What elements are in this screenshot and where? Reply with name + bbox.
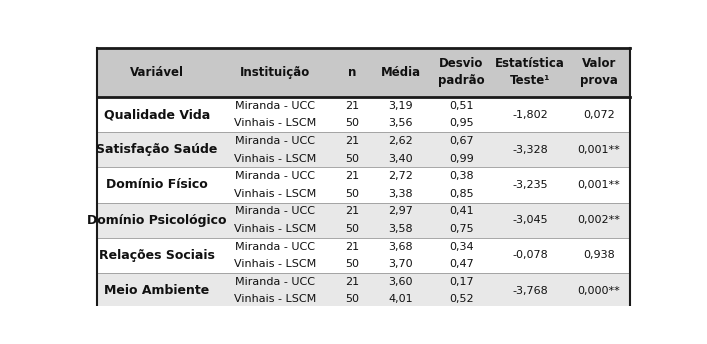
Text: n: n [348,66,356,79]
Text: -3,328: -3,328 [512,145,548,155]
Text: 0,51: 0,51 [449,101,474,111]
Bar [97,168,630,203]
Text: Miranda - UCC: Miranda - UCC [235,136,315,146]
Text: 50: 50 [345,294,358,304]
Text: 3,56: 3,56 [389,118,413,128]
Text: 50: 50 [345,224,358,234]
Text: 3,38: 3,38 [388,189,413,199]
Text: Média: Média [380,66,421,79]
Text: Vinhais - LSCM: Vinhais - LSCM [234,259,316,269]
Text: 3,68: 3,68 [388,241,413,251]
Text: 0,001**: 0,001** [578,145,620,155]
Text: Miranda - UCC: Miranda - UCC [235,171,315,181]
Text: Qualidade Vida: Qualidade Vida [104,108,210,121]
Text: Satisfação Saúde: Satisfação Saúde [96,143,218,156]
Text: 0,072: 0,072 [583,109,614,119]
Text: 4,01: 4,01 [388,294,413,304]
Text: Vinhais - LSCM: Vinhais - LSCM [234,224,316,234]
Text: 0,34: 0,34 [449,241,474,251]
Text: Miranda - UCC: Miranda - UCC [235,241,315,251]
Text: 21: 21 [344,136,358,146]
Text: Desvio
padrão: Desvio padrão [438,57,484,87]
Text: 50: 50 [345,118,358,128]
Text: Miranda - UCC: Miranda - UCC [235,101,315,111]
Text: 50: 50 [345,189,358,199]
Bar [97,203,630,238]
Text: 0,99: 0,99 [449,153,474,163]
Text: -3,045: -3,045 [512,215,548,225]
Text: 0,47: 0,47 [449,259,474,269]
Text: 0,001**: 0,001** [578,180,620,190]
Text: -1,802: -1,802 [512,109,548,119]
Text: 3,58: 3,58 [388,224,413,234]
Text: Vinhais - LSCM: Vinhais - LSCM [234,294,316,304]
Text: 0,75: 0,75 [449,224,474,234]
Text: 21: 21 [344,171,358,181]
Bar [97,238,630,273]
Text: Meio Ambiente: Meio Ambiente [105,284,210,297]
Text: 21: 21 [344,101,358,111]
Text: Vinhais - LSCM: Vinhais - LSCM [234,153,316,163]
Text: Vinhais - LSCM: Vinhais - LSCM [234,189,316,199]
Bar [97,97,630,132]
Text: 2,62: 2,62 [388,136,413,146]
Text: 0,17: 0,17 [449,277,474,287]
Text: -3,768: -3,768 [512,286,548,295]
Text: 50: 50 [345,153,358,163]
Text: 0,000**: 0,000** [578,286,620,295]
Text: Miranda - UCC: Miranda - UCC [235,277,315,287]
Text: Domínio Físico: Domínio Físico [106,179,208,192]
Bar [97,132,630,168]
Text: -3,235: -3,235 [512,180,548,190]
Text: Estatística
Teste¹: Estatística Teste¹ [495,57,565,87]
Text: 2,97: 2,97 [388,206,413,216]
Text: -0,078: -0,078 [512,250,548,260]
Bar [97,273,630,308]
Text: 0,52: 0,52 [449,294,474,304]
Text: 0,85: 0,85 [449,189,474,199]
Text: 2,72: 2,72 [388,171,413,181]
Text: Domínio Psicológico: Domínio Psicológico [88,214,227,227]
Text: 21: 21 [344,241,358,251]
Text: 0,002**: 0,002** [577,215,620,225]
Text: 0,938: 0,938 [583,250,614,260]
Text: 0,41: 0,41 [449,206,474,216]
Text: 21: 21 [344,206,358,216]
Text: 0,67: 0,67 [449,136,474,146]
Text: 0,38: 0,38 [449,171,474,181]
Text: 21: 21 [344,277,358,287]
Text: 3,70: 3,70 [388,259,413,269]
Text: 0,95: 0,95 [449,118,474,128]
Text: Vinhais - LSCM: Vinhais - LSCM [234,118,316,128]
Text: Instituição: Instituição [240,66,310,79]
Text: 3,19: 3,19 [388,101,413,111]
Text: Relações Sociais: Relações Sociais [99,249,215,262]
Bar [97,48,630,97]
Text: Variável: Variável [130,66,184,79]
Text: 3,60: 3,60 [389,277,413,287]
Text: 50: 50 [345,259,358,269]
Text: 3,40: 3,40 [388,153,413,163]
Text: Valor
prova: Valor prova [580,57,618,87]
Text: Miranda - UCC: Miranda - UCC [235,206,315,216]
